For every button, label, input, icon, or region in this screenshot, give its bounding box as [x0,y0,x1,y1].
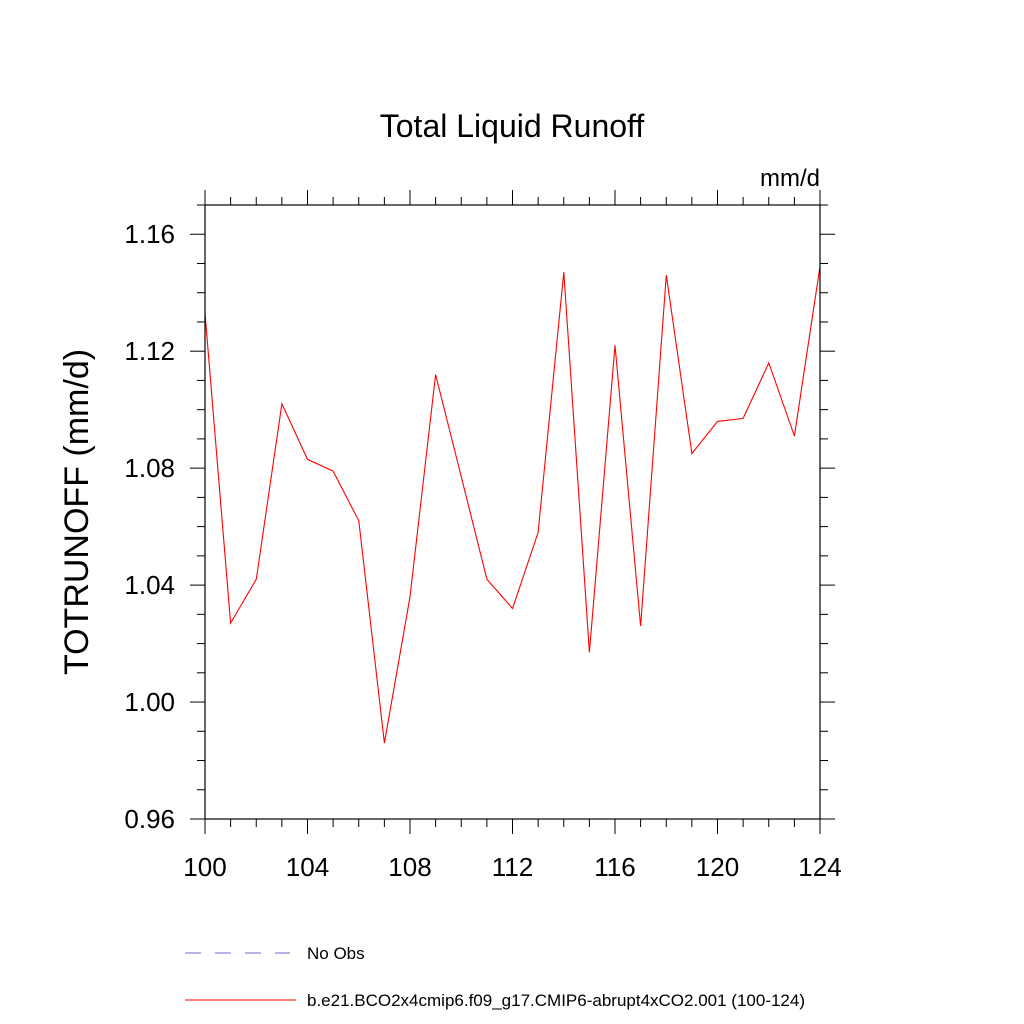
x-tick-label: 112 [492,852,533,882]
legend-label-no-obs: No Obs [307,944,365,963]
y-tick-label: 1.08 [124,453,175,483]
legend-label-series: b.e21.BCO2x4cmip6.f09_g17.CMIP6-abrupt4x… [307,991,805,1010]
legend: No Obs b.e21.BCO2x4cmip6.f09_g17.CMIP6-a… [185,944,805,1010]
x-tick-label: 100 [183,852,226,882]
series-layer [204,266,821,744]
x-tick-label: 120 [696,852,739,882]
y-tick-label: 1.04 [124,570,175,600]
y-tick-label: 0.96 [124,804,175,834]
units-label: mm/d [760,165,820,192]
y-tick-label: 1.00 [124,687,175,717]
series-line [204,266,821,744]
x-tick-label: 124 [798,852,841,882]
axis-ticks: 100 104 108 112 116 120 124 0.96 1.00 1.04 1.08 1.1… [124,190,842,882]
y-tick-label: 1.16 [124,219,175,249]
plot-frame [204,204,821,820]
x-tick-label: 116 [594,852,635,882]
y-axis-label: TOTRUNOFF (mm/d) [58,349,96,675]
y-tick-label: 1.12 [124,336,175,366]
x-tick-label: 104 [286,852,329,882]
chart-title: Total Liquid Runoff [380,108,645,144]
x-tick-label: 108 [388,852,431,882]
